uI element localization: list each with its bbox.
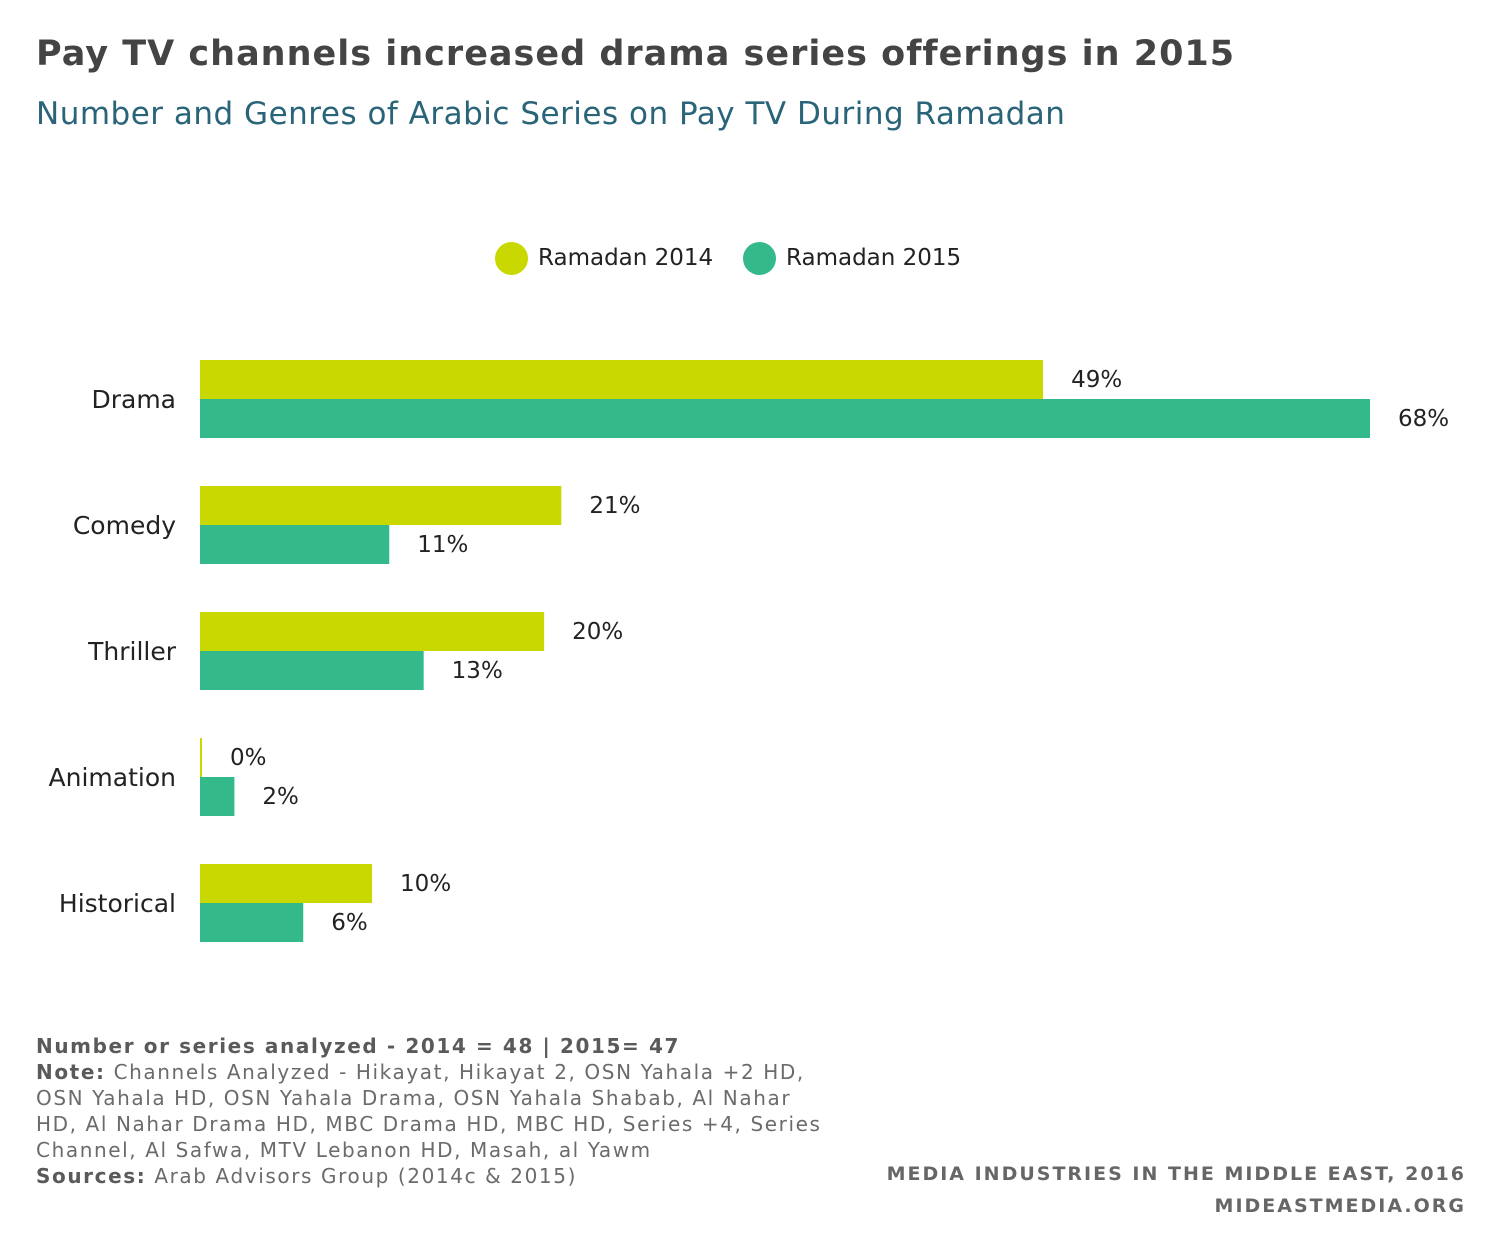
- legend-label-2015: Ramadan 2015: [786, 245, 962, 271]
- bar-drama-2014: [200, 360, 1044, 399]
- channels-note: Note: Channels Analyzed - Hikayat, Hikay…: [36, 1060, 822, 1162]
- category-label-comedy: Comedy: [73, 511, 176, 540]
- chart-subtitle: Number and Genres of Arabic Series on Pa…: [36, 96, 1066, 132]
- data-label-thriller-2014: 20%: [572, 619, 623, 645]
- chart-title: Pay TV channels increased drama series o…: [36, 34, 1236, 74]
- bar-historical-2015: [200, 903, 304, 942]
- footer-credit: MEDIA INDUSTRIES IN THE MIDDLE EAST, 201…: [887, 1158, 1466, 1222]
- category-label-drama: Drama: [91, 385, 176, 414]
- category-label-historical: Historical: [59, 889, 176, 918]
- data-label-drama-2014: 49%: [1071, 367, 1122, 393]
- legend-swatch-2014: [495, 241, 528, 275]
- data-label-historical-2015: 6%: [331, 910, 368, 936]
- bar-thriller-2014: [200, 612, 545, 651]
- bar-chart: Drama 49% 68% Comedy 21% 11% Thriller 20% 13% Ani…: [49, 360, 1449, 942]
- legend-swatch-2015: [743, 241, 776, 275]
- bar-comedy-2015: [200, 525, 390, 564]
- legend-label-2014: Ramadan 2014: [538, 245, 714, 271]
- series-count-line: Number or series analyzed - 2014 = 48 | …: [36, 1034, 681, 1058]
- bar-historical-2014: [200, 864, 373, 903]
- bar-comedy-2014: [200, 486, 562, 525]
- bar-drama-2015: [200, 399, 1370, 438]
- data-label-animation-2014: 0%: [230, 745, 267, 771]
- data-label-comedy-2015: 11%: [417, 532, 468, 558]
- footer-publication: MEDIA INDUSTRIES IN THE MIDDLE EAST, 201…: [886, 1163, 1466, 1185]
- bar-animation-2014: [200, 738, 202, 777]
- bar-thriller-2015: [200, 651, 424, 690]
- category-label-thriller: Thriller: [87, 637, 177, 666]
- data-label-historical-2014: 10%: [400, 871, 451, 897]
- legend-item-2014: Ramadan 2014: [495, 238, 713, 278]
- data-label-drama-2015: 68%: [1398, 406, 1449, 432]
- data-label-thriller-2015: 13%: [452, 658, 503, 684]
- data-label-comedy-2014: 21%: [589, 493, 640, 519]
- bar-animation-2015: [200, 777, 235, 816]
- chart-notes: Number or series analyzed - 2014 = 48 | …: [36, 1033, 836, 1189]
- footer-website: MIDEASTMEDIA.ORG: [1214, 1195, 1466, 1217]
- legend-item-2015: Ramadan 2015: [743, 238, 961, 278]
- sources-line: Sources: Arab Advisors Group (2014c & 20…: [36, 1164, 577, 1188]
- data-label-animation-2015: 2%: [262, 784, 299, 810]
- category-label-animation: Animation: [49, 763, 176, 792]
- legend: Ramadan 2014 Ramadan 2015: [0, 238, 1500, 278]
